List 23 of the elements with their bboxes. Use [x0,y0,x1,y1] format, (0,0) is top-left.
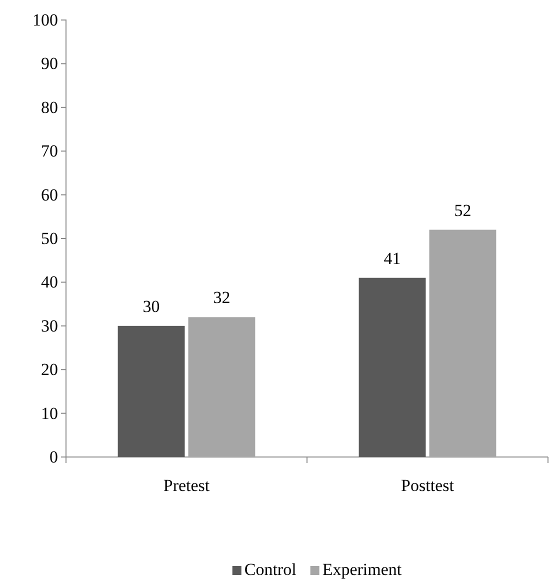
y-tick-label: 70 [41,142,58,161]
y-tick-label: 50 [41,228,58,248]
y-tick-label: 100 [32,10,58,30]
y-tick-label: 60 [41,185,58,204]
x-tick-label: Posttest [401,476,454,496]
data-label: 41 [384,248,401,268]
bar [429,230,496,457]
legend-label: Control [244,560,297,579]
y-tick-label: 0 [50,447,58,466]
bar [118,326,185,457]
bar [358,278,426,457]
y-tick-label: 80 [41,98,58,117]
data-label: 30 [142,296,160,316]
y-tick-label: 40 [41,272,58,292]
y-tick-label: 90 [41,54,58,74]
y-tick-label: 20 [41,360,58,380]
y-tick-label: 10 [41,404,58,423]
data-label: 32 [213,288,230,308]
bar [188,317,256,457]
y-tick-label: 30 [41,316,58,336]
data-label: 52 [454,200,472,220]
x-tick-label: Pretest [163,476,210,496]
legend-label: Experiment [322,560,402,579]
